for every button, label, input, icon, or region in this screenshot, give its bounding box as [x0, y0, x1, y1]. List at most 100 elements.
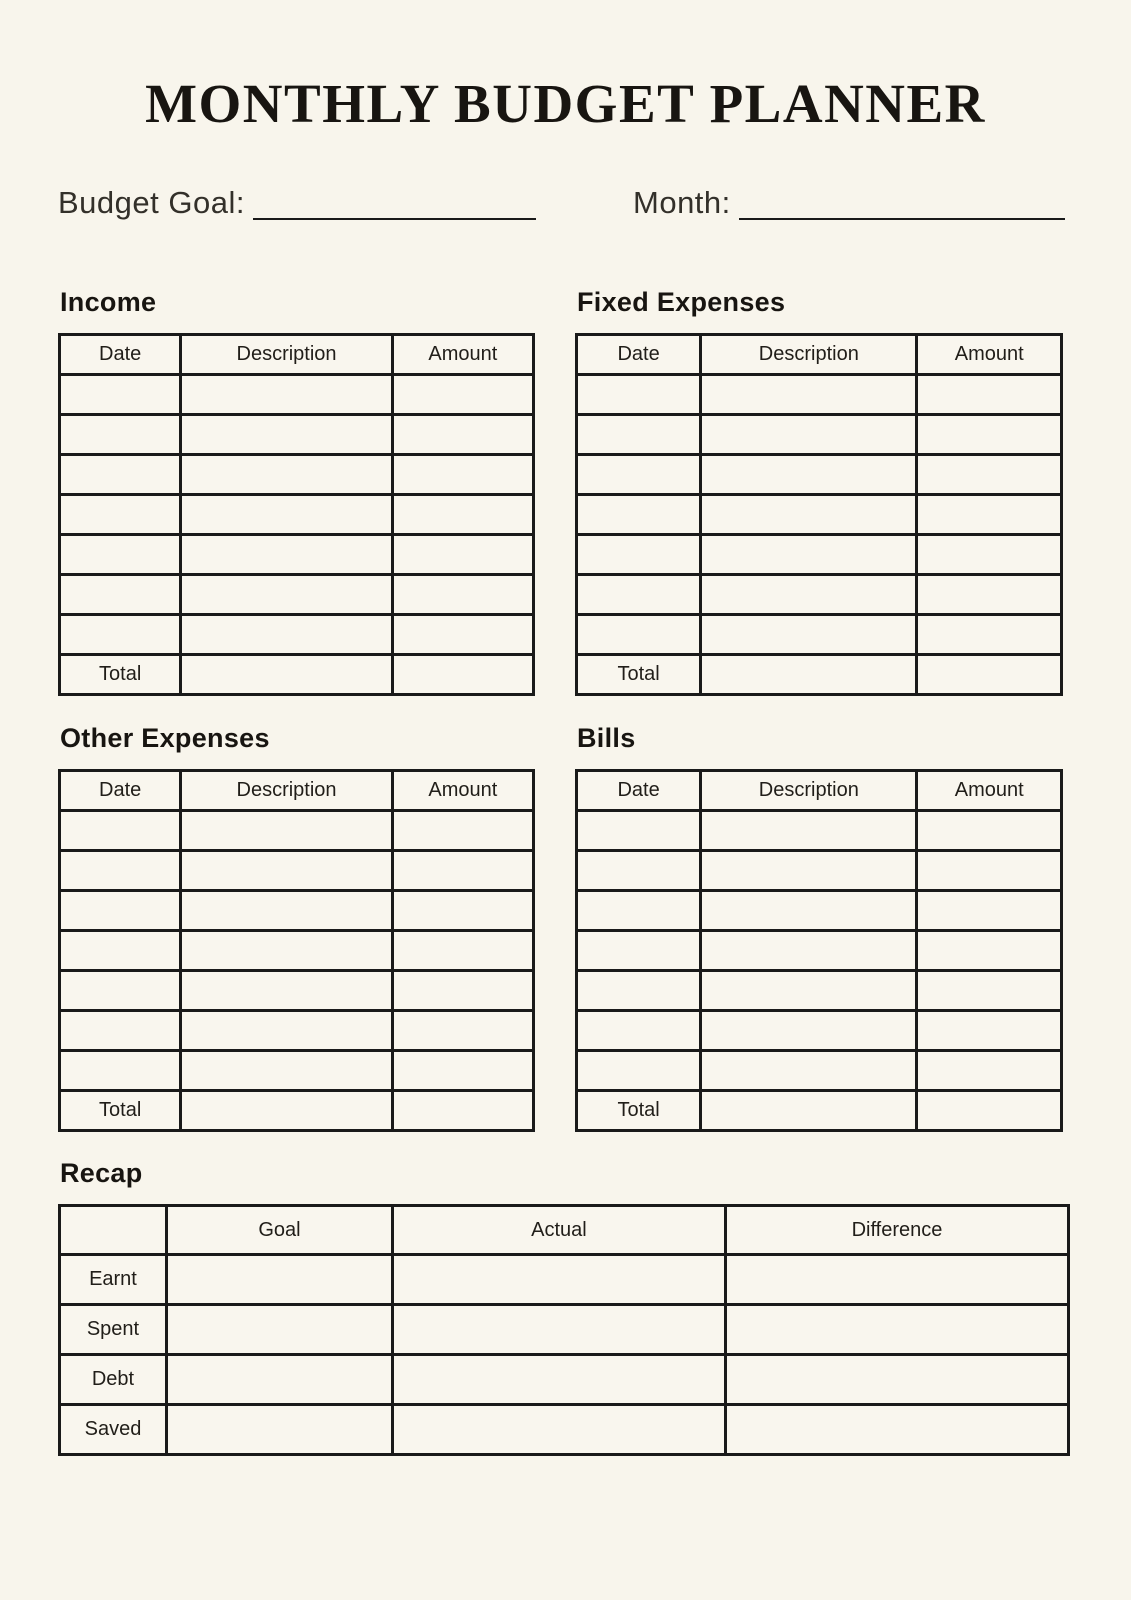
empty-cell	[574, 373, 703, 416]
table-row: Spent	[58, 1303, 1071, 1356]
empty-cell	[699, 453, 919, 496]
empty-cell	[390, 453, 536, 496]
column-header: Date	[574, 769, 703, 812]
empty-cell	[390, 929, 536, 972]
budget-goal-blank-line	[252, 218, 536, 220]
table-row	[57, 849, 536, 892]
empty-cell	[915, 969, 1063, 1012]
empty-cell	[699, 889, 919, 932]
empty-cell	[390, 849, 536, 892]
table-row	[57, 453, 536, 496]
empty-cell	[179, 929, 394, 972]
empty-cell	[57, 373, 183, 416]
empty-cell	[164, 1253, 394, 1306]
income-table: Date Description Amount Total	[57, 333, 536, 696]
empty-cell	[390, 1049, 536, 1092]
empty-cell	[57, 493, 183, 536]
budget-goal-label: Budget Goal:	[58, 185, 245, 220]
empty-cell	[57, 453, 183, 496]
empty-cell	[574, 533, 703, 576]
blank-header-cell	[58, 1204, 168, 1256]
empty-cell	[574, 413, 703, 456]
empty-cell	[574, 889, 703, 932]
fixed-expenses-section: Fixed Expenses Date Description Amount Tota…	[574, 287, 1063, 696]
empty-cell	[574, 613, 703, 656]
table-row: Debt	[58, 1353, 1071, 1406]
empty-cell	[179, 493, 394, 536]
empty-cell	[574, 573, 703, 616]
table-row	[574, 493, 1063, 536]
empty-cell	[699, 969, 919, 1012]
header-row: Date Description Amount	[574, 769, 1063, 812]
table-row: Saved	[58, 1403, 1071, 1456]
empty-cell	[179, 413, 394, 456]
header-row: Date Description Amount	[57, 333, 536, 376]
empty-cell	[723, 1353, 1071, 1406]
table-row	[574, 889, 1063, 932]
column-header: Description	[699, 333, 919, 376]
empty-cell	[179, 1009, 394, 1052]
empty-cell	[699, 533, 919, 576]
empty-cell	[390, 809, 536, 852]
empty-cell	[699, 849, 919, 892]
row-label-cell: Spent	[58, 1303, 168, 1356]
empty-cell	[915, 613, 1063, 656]
empty-cell	[699, 1089, 919, 1132]
empty-cell	[915, 929, 1063, 972]
empty-cell	[57, 573, 183, 616]
empty-cell	[390, 889, 536, 932]
empty-cell	[179, 373, 394, 416]
empty-cell	[699, 573, 919, 616]
empty-cell	[915, 453, 1063, 496]
empty-cell	[390, 1089, 536, 1132]
table-row	[57, 493, 536, 536]
empty-cell	[915, 889, 1063, 932]
empty-cell	[179, 573, 394, 616]
empty-cell	[574, 809, 703, 852]
column-header: Date	[574, 333, 703, 376]
empty-cell	[915, 373, 1063, 416]
table-row	[57, 533, 536, 576]
bills-section: Bills Date Description Amount Total	[574, 723, 1063, 1132]
empty-cell	[390, 653, 536, 696]
empty-cell	[915, 849, 1063, 892]
month-label: Month:	[633, 185, 731, 220]
empty-cell	[574, 969, 703, 1012]
empty-cell	[574, 1009, 703, 1052]
empty-cell	[699, 413, 919, 456]
empty-cell	[915, 533, 1063, 576]
column-header: Amount	[390, 333, 536, 376]
empty-cell	[723, 1403, 1071, 1456]
page-title: MONTHLY BUDGET PLANNER	[145, 73, 986, 134]
table-row	[574, 929, 1063, 972]
row-label-cell: Total	[574, 1089, 703, 1132]
empty-cell	[164, 1353, 394, 1406]
row-label-cell: Saved	[58, 1403, 168, 1456]
table-row	[57, 809, 536, 852]
empty-cell	[915, 1089, 1063, 1132]
empty-cell	[390, 969, 536, 1012]
empty-cell	[57, 613, 183, 656]
table-row	[574, 613, 1063, 656]
empty-cell	[390, 1353, 727, 1406]
empty-cell	[699, 1009, 919, 1052]
total-row: Total	[57, 653, 536, 696]
empty-cell	[179, 613, 394, 656]
empty-cell	[574, 849, 703, 892]
column-header: Goal	[164, 1204, 394, 1256]
column-header: Description	[179, 769, 394, 812]
empty-cell	[574, 1049, 703, 1092]
budget-goal-field: Budget Goal:	[58, 185, 536, 221]
empty-cell	[57, 809, 183, 852]
empty-cell	[390, 1303, 727, 1356]
table-row	[57, 969, 536, 1012]
empty-cell	[390, 413, 536, 456]
empty-cell	[179, 889, 394, 932]
empty-cell	[723, 1253, 1071, 1306]
table-row	[574, 453, 1063, 496]
table-row	[574, 849, 1063, 892]
empty-cell	[574, 929, 703, 972]
empty-cell	[915, 809, 1063, 852]
empty-cell	[390, 573, 536, 616]
